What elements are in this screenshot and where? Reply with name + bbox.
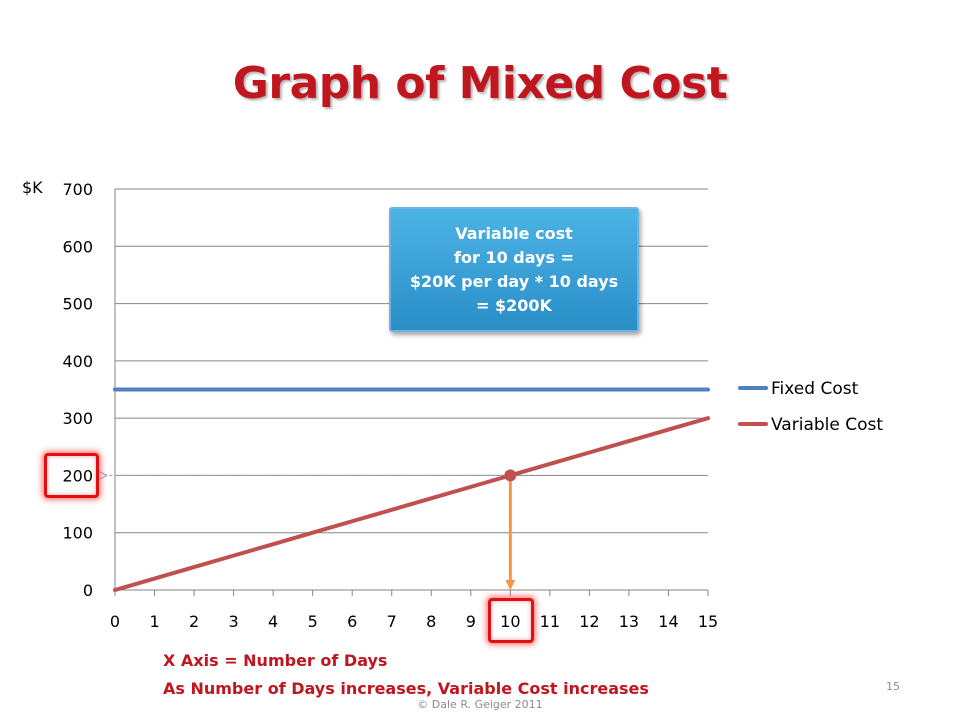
legend-label: Fixed Cost <box>771 379 859 399</box>
x-tick-label: 8 <box>426 612 436 631</box>
y-tick-label: 700 <box>62 180 93 199</box>
x-tick-label: 5 <box>308 612 318 631</box>
y-tick-label: 100 <box>62 524 93 543</box>
x-tick-label: 14 <box>658 612 678 631</box>
x-tick-label: 10 <box>500 612 520 631</box>
y-tick-label: 0 <box>83 581 93 600</box>
callout-line: for 10 days = <box>454 247 574 267</box>
y-axis-label: $K <box>22 178 43 197</box>
callout-line: Variable cost <box>455 223 573 243</box>
x-tick-label: 4 <box>268 612 278 631</box>
x-tick-label: 13 <box>619 612 639 631</box>
x-tick-label: 2 <box>189 612 199 631</box>
y-tick-label: 500 <box>62 295 93 314</box>
y-tick-highlight-box <box>44 453 99 498</box>
page-number: 15 <box>886 680 900 693</box>
x-tick-label: 11 <box>540 612 560 631</box>
x-tick-label: 3 <box>229 612 239 631</box>
trend-note: As Number of Days increases, Variable Co… <box>163 679 649 698</box>
y-tick-label: 600 <box>62 237 93 256</box>
x-tick-highlight-box <box>488 598 534 643</box>
y-tick-label: 400 <box>62 352 93 371</box>
x-tick-label: 6 <box>347 612 357 631</box>
variable-cost-line <box>113 416 710 592</box>
x-axis-note: X Axis = Number of Days <box>163 651 388 670</box>
y-tick-label: 200 <box>62 466 93 485</box>
x-tick-label: 15 <box>698 612 718 631</box>
x-tick-label: 0 <box>110 612 120 631</box>
x-tick-label: 1 <box>149 612 159 631</box>
copyright-footer: © Dale R. Geiger 2011 <box>417 698 543 711</box>
slide-title: Graph of Mixed Cost <box>232 58 728 109</box>
x-tick-label: 9 <box>466 612 476 631</box>
x-tick-label: 7 <box>387 612 397 631</box>
callout-line: = $200K <box>476 295 552 315</box>
legend-label: Variable Cost <box>771 415 883 435</box>
y-tick-label: 300 <box>62 409 93 428</box>
highlight-point-marker <box>504 469 517 482</box>
callout-line: $20K per day * 10 days <box>409 271 619 291</box>
x-tick-label: 12 <box>579 612 599 631</box>
variable-cost-callout: Variable cost for 10 days = $20K per day… <box>389 207 639 332</box>
